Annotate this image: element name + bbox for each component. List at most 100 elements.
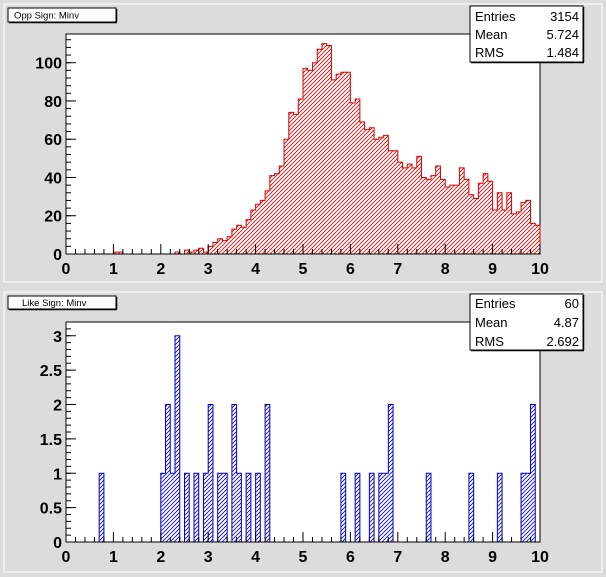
opp-bar bbox=[284, 139, 289, 254]
opp-bar bbox=[236, 225, 242, 254]
like-title: Like Sign: Minv bbox=[22, 298, 87, 309]
opp-bar bbox=[407, 164, 413, 254]
pad-like-sign: 0 0.5 1 1.5 2 2.5 3 0 1 2 3 4 5 6 7 8 9 10 Like Sign: Mi… bbox=[3, 291, 603, 573]
opp-bar bbox=[217, 238, 223, 254]
opp-x-tick-label: 0 bbox=[62, 261, 71, 278]
like-x-tick-label: 6 bbox=[346, 549, 355, 566]
like-stat-label-rms: RMS bbox=[475, 334, 504, 349]
opp-title-box: Opp Sign: Minv bbox=[7, 7, 118, 24]
opp-title: Opp Sign: Minv bbox=[14, 11, 79, 22]
opp-x-tick-label: 7 bbox=[393, 261, 402, 278]
opp-bar bbox=[374, 139, 379, 254]
opp-y-tick-label: 40 bbox=[44, 170, 62, 187]
opp-x-tick-label: 1 bbox=[109, 261, 118, 278]
opp-bar bbox=[279, 166, 285, 254]
opp-x-tick-label: 5 bbox=[299, 261, 308, 278]
opp-bar bbox=[511, 213, 517, 254]
opp-bar bbox=[478, 183, 484, 254]
opp-bar bbox=[412, 167, 417, 254]
opp-bar bbox=[416, 156, 422, 254]
like-stat-label-entries: Entries bbox=[475, 296, 516, 311]
opp-bar bbox=[231, 229, 237, 254]
opp-bar bbox=[208, 246, 213, 254]
opp-bar bbox=[516, 211, 522, 254]
frame-like bbox=[65, 321, 541, 543]
opp-bar bbox=[397, 162, 403, 254]
opp-bar bbox=[246, 219, 251, 254]
like-bar bbox=[217, 473, 223, 542]
like-y-tick-label: 0.5 bbox=[40, 501, 62, 518]
opp-bar bbox=[321, 43, 327, 254]
opp-stat-label-rms: RMS bbox=[475, 45, 504, 60]
opp-bar bbox=[227, 236, 232, 254]
like-bar bbox=[184, 473, 190, 542]
opp-bar bbox=[355, 99, 360, 254]
like-y-tick-label: 3 bbox=[53, 329, 62, 346]
opp-x-tick-label: 4 bbox=[251, 261, 260, 278]
like-bar bbox=[340, 473, 346, 542]
opp-stat-label-entries: Entries bbox=[475, 9, 516, 24]
opp-bar bbox=[350, 102, 356, 254]
like-x-tick-label: 0 bbox=[62, 549, 71, 566]
opp-bar bbox=[449, 185, 455, 254]
like-bar bbox=[530, 404, 536, 542]
opp-bar bbox=[198, 248, 204, 254]
like-bar bbox=[208, 404, 213, 542]
opp-bar bbox=[378, 137, 384, 254]
opp-bar bbox=[331, 79, 337, 254]
opp-bar bbox=[435, 166, 441, 254]
opp-bar bbox=[298, 99, 303, 254]
like-stat-value-mean: 4.87 bbox=[554, 315, 579, 330]
like-bar bbox=[369, 473, 375, 542]
opp-bar bbox=[383, 135, 389, 254]
opp-bar bbox=[473, 198, 479, 254]
like-bar bbox=[383, 473, 389, 542]
opp-bar bbox=[303, 68, 308, 254]
like-bar bbox=[468, 473, 474, 542]
like-x-axis: 0 1 2 3 4 5 6 7 8 9 10 bbox=[62, 532, 549, 566]
opp-bar bbox=[464, 179, 469, 254]
opp-bar bbox=[255, 204, 261, 254]
opp-bar bbox=[193, 250, 199, 254]
opp-bar bbox=[113, 252, 119, 254]
like-bar bbox=[525, 473, 531, 542]
opp-y-tick-label: 20 bbox=[44, 209, 62, 226]
opp-bar bbox=[445, 187, 450, 254]
like-y-tick-label: 1 bbox=[53, 466, 62, 483]
opp-histogram-outline bbox=[66, 43, 541, 255]
like-x-tick-label: 9 bbox=[488, 549, 497, 566]
opp-bar bbox=[430, 175, 436, 254]
opp-bar bbox=[459, 167, 465, 254]
opp-y-tick-label: 0 bbox=[53, 247, 62, 264]
opp-bar bbox=[203, 252, 209, 254]
like-bar bbox=[222, 473, 228, 542]
opp-stat-value-mean: 5.724 bbox=[546, 27, 579, 42]
like-x-tick-label: 5 bbox=[299, 549, 308, 566]
opp-bars bbox=[66, 43, 541, 255]
opp-bar bbox=[274, 173, 280, 254]
opp-stat-value-rms: 1.484 bbox=[546, 45, 579, 60]
like-bar bbox=[175, 335, 180, 542]
like-y-tick-label: 0 bbox=[53, 535, 62, 552]
like-stats-box: Entries 60 Mean 4.87 RMS 2.692 bbox=[469, 293, 585, 352]
like-y-tick-label: 2 bbox=[53, 398, 62, 415]
like-title-box: Like Sign: Minv bbox=[7, 295, 118, 311]
opp-bar bbox=[359, 122, 365, 254]
opp-bar bbox=[336, 74, 341, 254]
opp-y-tick-label: 60 bbox=[44, 132, 62, 149]
opp-bar bbox=[506, 192, 512, 254]
like-bar bbox=[193, 473, 199, 542]
opp-bar bbox=[269, 175, 275, 254]
like-bar bbox=[165, 404, 171, 542]
opp-bar bbox=[175, 252, 180, 254]
opp-bar bbox=[118, 252, 123, 254]
opp-x-axis: 0 1 2 3 4 5 6 7 8 9 10 bbox=[62, 244, 549, 278]
like-bar bbox=[426, 473, 431, 542]
opp-bar bbox=[364, 129, 370, 254]
opp-bar bbox=[483, 173, 488, 254]
like-bar bbox=[255, 473, 261, 542]
opp-bar bbox=[393, 150, 398, 254]
like-x-tick-label: 4 bbox=[251, 549, 260, 566]
opp-bar bbox=[312, 62, 318, 255]
